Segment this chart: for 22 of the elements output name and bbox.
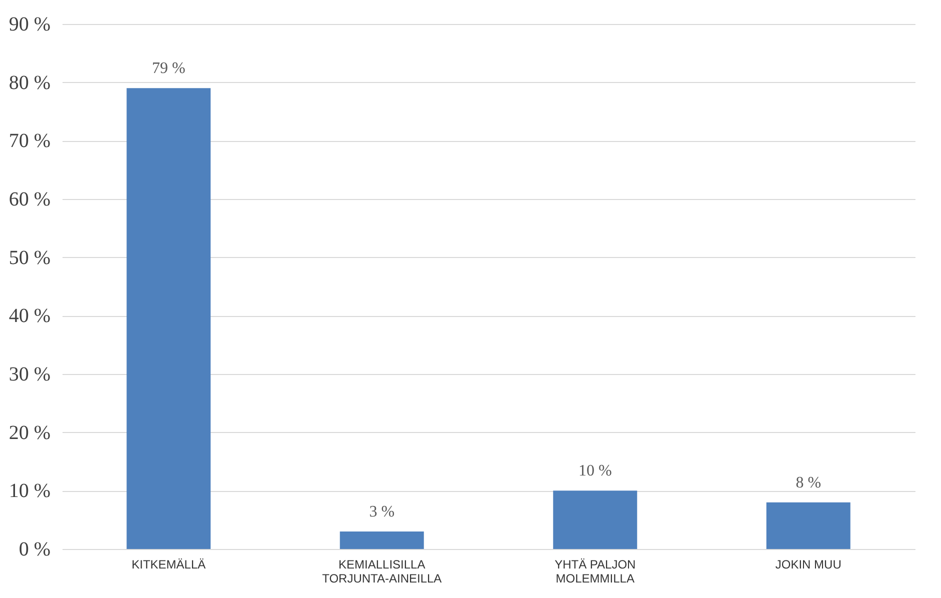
bar bbox=[340, 532, 424, 549]
y-tick-label: 20 % bbox=[8, 422, 50, 444]
data-label: 79 % bbox=[152, 60, 186, 78]
x-tick-label: JOKIN MUU bbox=[775, 558, 842, 572]
bar bbox=[766, 502, 850, 549]
y-tick-label: 50 % bbox=[8, 246, 50, 269]
x-tick-label: YHTÄ PALJON MOLEMMILLA bbox=[554, 558, 636, 586]
bar bbox=[553, 490, 638, 549]
x-tick-label: KITKEMÄLLÄ bbox=[132, 558, 206, 572]
y-tick-label: 40 % bbox=[8, 305, 50, 328]
y-tick-label: 30 % bbox=[8, 364, 50, 386]
y-tick-label: 90 % bbox=[8, 14, 50, 36]
x-tick-label: KEMIALLISILLA TORJUNTA-AINEILLA bbox=[322, 558, 442, 586]
y-tick-label: 10 % bbox=[8, 480, 50, 502]
data-label: 10 % bbox=[578, 462, 612, 480]
y-tick-label: 60 % bbox=[8, 188, 50, 210]
y-tick-label: 70 % bbox=[8, 130, 50, 152]
data-label: 3 % bbox=[369, 504, 395, 520]
y-tick-label: 0 % bbox=[18, 538, 50, 560]
data-label: 8 % bbox=[796, 474, 822, 492]
bar bbox=[126, 88, 211, 549]
y-tick-label: 80 % bbox=[8, 72, 50, 94]
